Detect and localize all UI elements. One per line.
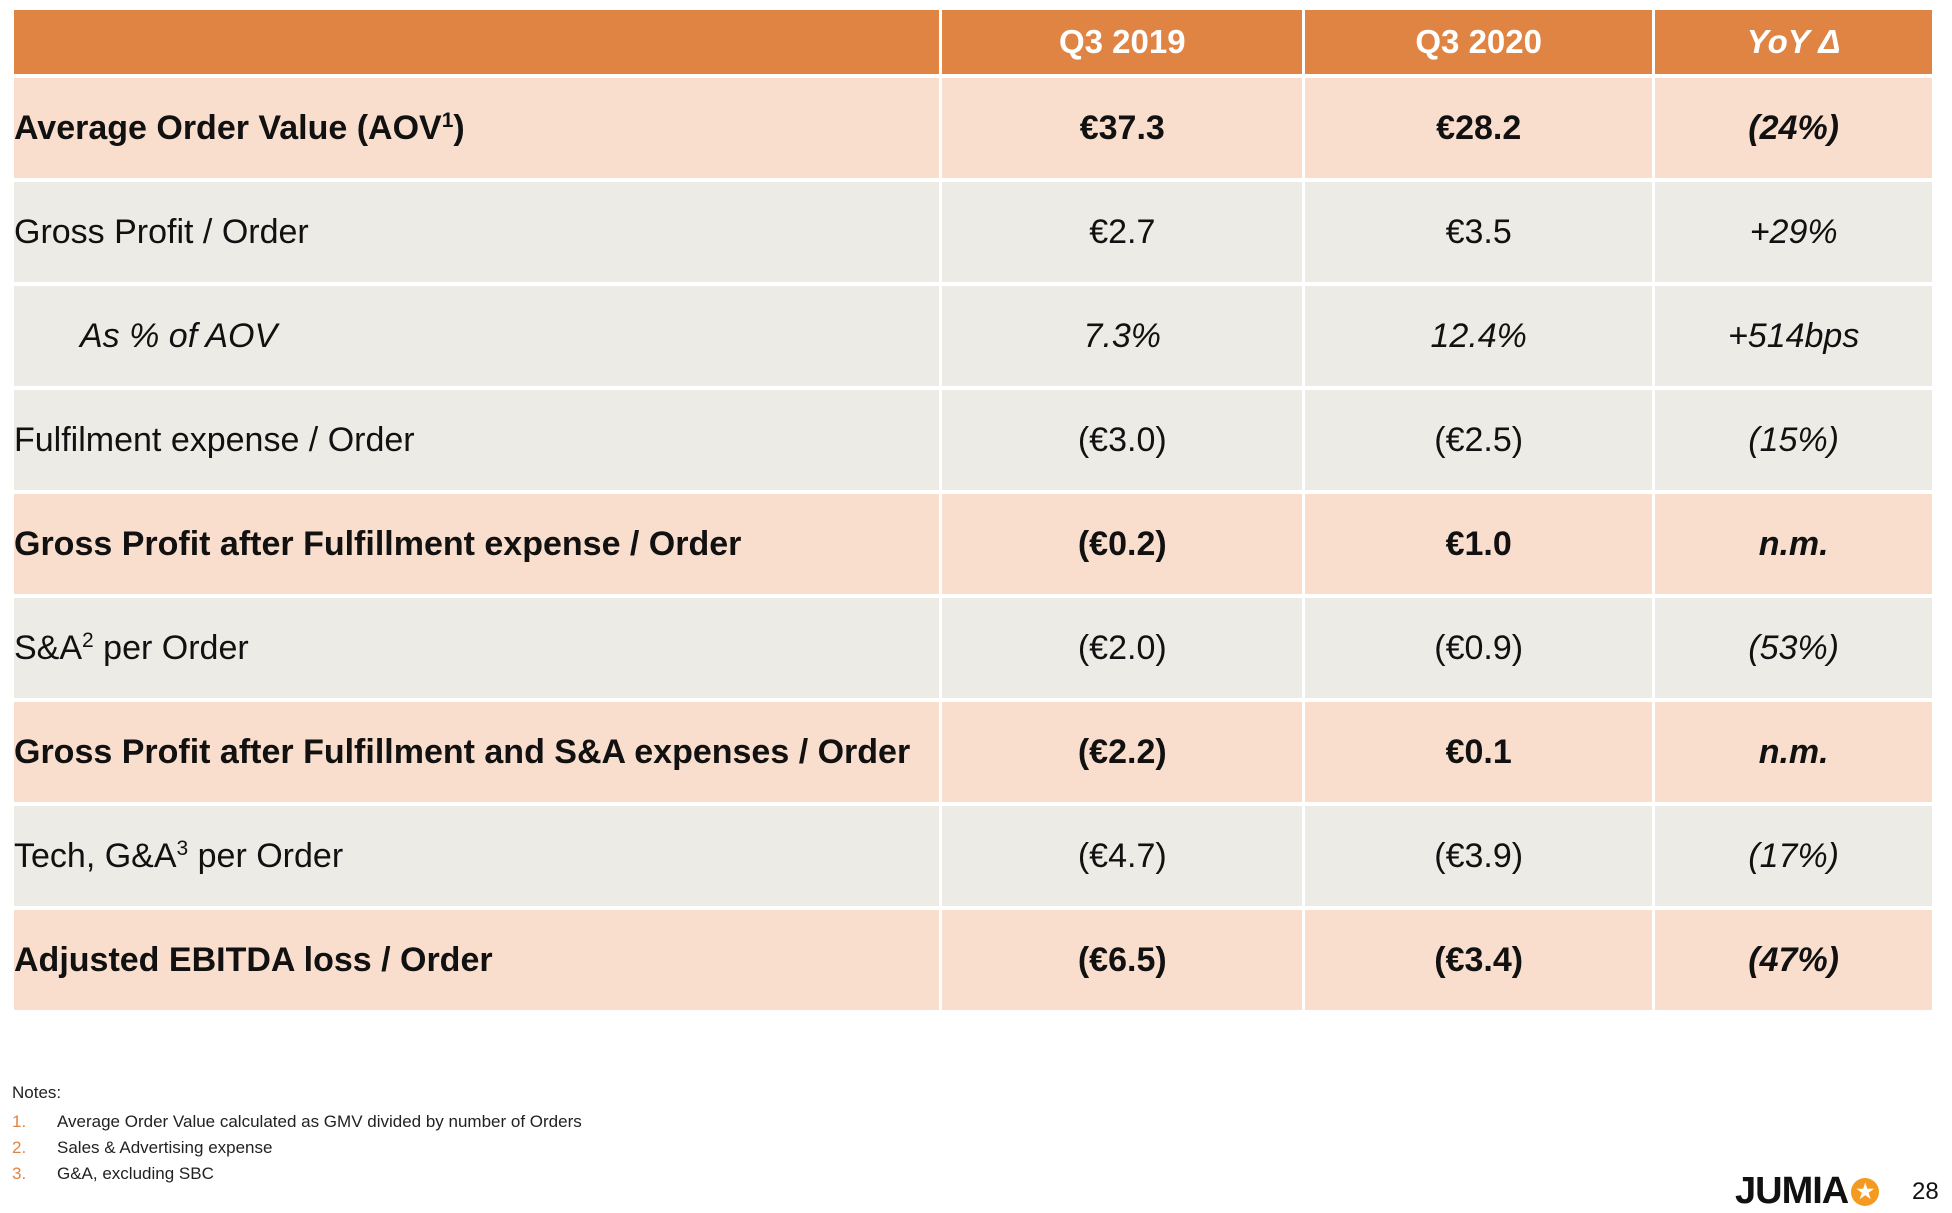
- value-yoy: n.m.: [1655, 494, 1932, 598]
- value-q3-2020: €1.0: [1305, 494, 1656, 598]
- value-q3-2020: €0.1: [1305, 702, 1656, 806]
- value-q3-2019: (€3.0): [942, 390, 1306, 494]
- value-yoy: n.m.: [1655, 702, 1932, 806]
- table-row-aov: Average Order Value (AOV1) €37.3 €28.2 (…: [14, 78, 1932, 182]
- table-row-sa: S&A2 per Order (€2.0) (€0.9) (53%): [14, 598, 1932, 702]
- table-row-gp-after-fulfilment: Gross Profit after Fulfillment expense /…: [14, 494, 1932, 598]
- value-q3-2019: (€2.0): [942, 598, 1306, 702]
- row-label: S&A2 per Order: [14, 598, 943, 702]
- value-q3-2020: €28.2: [1305, 78, 1656, 182]
- value-q3-2020: (€2.5): [1305, 390, 1656, 494]
- value-q3-2020: (€3.4): [1305, 910, 1656, 1014]
- value-q3-2019: (€6.5): [942, 910, 1306, 1014]
- value-q3-2020: 12.4%: [1305, 286, 1656, 390]
- value-q3-2020: €3.5: [1305, 182, 1656, 286]
- value-yoy: (15%): [1655, 390, 1932, 494]
- footnote-item: 2. Sales & Advertising expense: [12, 1135, 582, 1161]
- row-label: Gross Profit after Fulfillment expense /…: [14, 494, 943, 598]
- jumia-logo: JUMIA ★: [1735, 1170, 1880, 1213]
- value-q3-2019: (€2.2): [942, 702, 1306, 806]
- table-header-row: Q3 2019 Q3 2020 YoY Δ: [14, 10, 1932, 78]
- footnote-text: Average Order Value calculated as GMV di…: [57, 1112, 582, 1131]
- value-yoy: +514bps: [1655, 286, 1932, 390]
- page-number: 28: [1912, 1178, 1939, 1205]
- footnote-text: Sales & Advertising expense: [57, 1138, 273, 1157]
- row-label: As % of AOV: [14, 286, 943, 390]
- value-yoy: (47%): [1655, 910, 1932, 1014]
- notes-title: Notes:: [12, 1083, 62, 1102]
- footnote-number: 3.: [12, 1164, 27, 1183]
- value-q3-2020: (€0.9): [1305, 598, 1656, 702]
- table-row-adjusted-ebitda: Adjusted EBITDA loss / Order (€6.5) (€3.…: [14, 910, 1932, 1014]
- footnote-ref-1: 1: [441, 109, 454, 132]
- footnotes: Notes: 1. Average Order Value calculated…: [12, 1083, 582, 1187]
- row-label: Adjusted EBITDA loss / Order: [14, 910, 943, 1014]
- value-yoy: (53%): [1655, 598, 1932, 702]
- value-q3-2020: (€3.9): [1305, 806, 1656, 910]
- value-q3-2019: €2.7: [942, 182, 1306, 286]
- logo-text: JUMIA: [1735, 1170, 1849, 1212]
- header-q3-2020: Q3 2020: [1305, 10, 1656, 78]
- table-row-pct-aov: As % of AOV 7.3% 12.4% +514bps: [14, 286, 1932, 390]
- table-row-gross-profit: Gross Profit / Order €2.7 €3.5 +29%: [14, 182, 1932, 286]
- footnote-item: 1. Average Order Value calculated as GMV…: [12, 1109, 582, 1135]
- footnote-number: 2.: [12, 1138, 27, 1157]
- row-label: Gross Profit / Order: [14, 182, 943, 286]
- footnote-number: 1.: [12, 1112, 27, 1131]
- row-label: Fulfilment expense / Order: [14, 390, 943, 494]
- row-label: Tech, G&A3 per Order: [14, 806, 943, 910]
- row-label: Gross Profit after Fulfillment and S&A e…: [14, 702, 943, 806]
- header-label-col: [14, 10, 943, 78]
- footnote-item: 3. G&A, excluding SBC: [12, 1161, 582, 1187]
- value-yoy: +29%: [1655, 182, 1932, 286]
- value-yoy: (24%): [1655, 78, 1932, 182]
- footnote-text: G&A, excluding SBC: [57, 1164, 214, 1183]
- value-q3-2019: (€4.7): [942, 806, 1306, 910]
- value-yoy: (17%): [1655, 806, 1932, 910]
- value-q3-2019: 7.3%: [942, 286, 1306, 390]
- header-q3-2019: Q3 2019: [942, 10, 1306, 78]
- unit-economics-table: Q3 2019 Q3 2020 YoY Δ Average Order Valu…: [14, 10, 1932, 1014]
- row-label: Average Order Value (AOV1): [14, 78, 943, 182]
- table-row-tech-ga: Tech, G&A3 per Order (€4.7) (€3.9) (17%): [14, 806, 1932, 910]
- footnote-ref-3: 3: [176, 837, 189, 860]
- star-icon: ★: [1851, 1177, 1880, 1206]
- header-yoy-delta: YoY Δ: [1655, 10, 1932, 78]
- value-q3-2019: €37.3: [942, 78, 1306, 182]
- footnote-ref-2: 2: [82, 629, 94, 652]
- value-q3-2019: (€0.2): [942, 494, 1306, 598]
- table-row-fulfilment: Fulfilment expense / Order (€3.0) (€2.5)…: [14, 390, 1932, 494]
- table-row-gp-after-fulfilment-sa: Gross Profit after Fulfillment and S&A e…: [14, 702, 1932, 806]
